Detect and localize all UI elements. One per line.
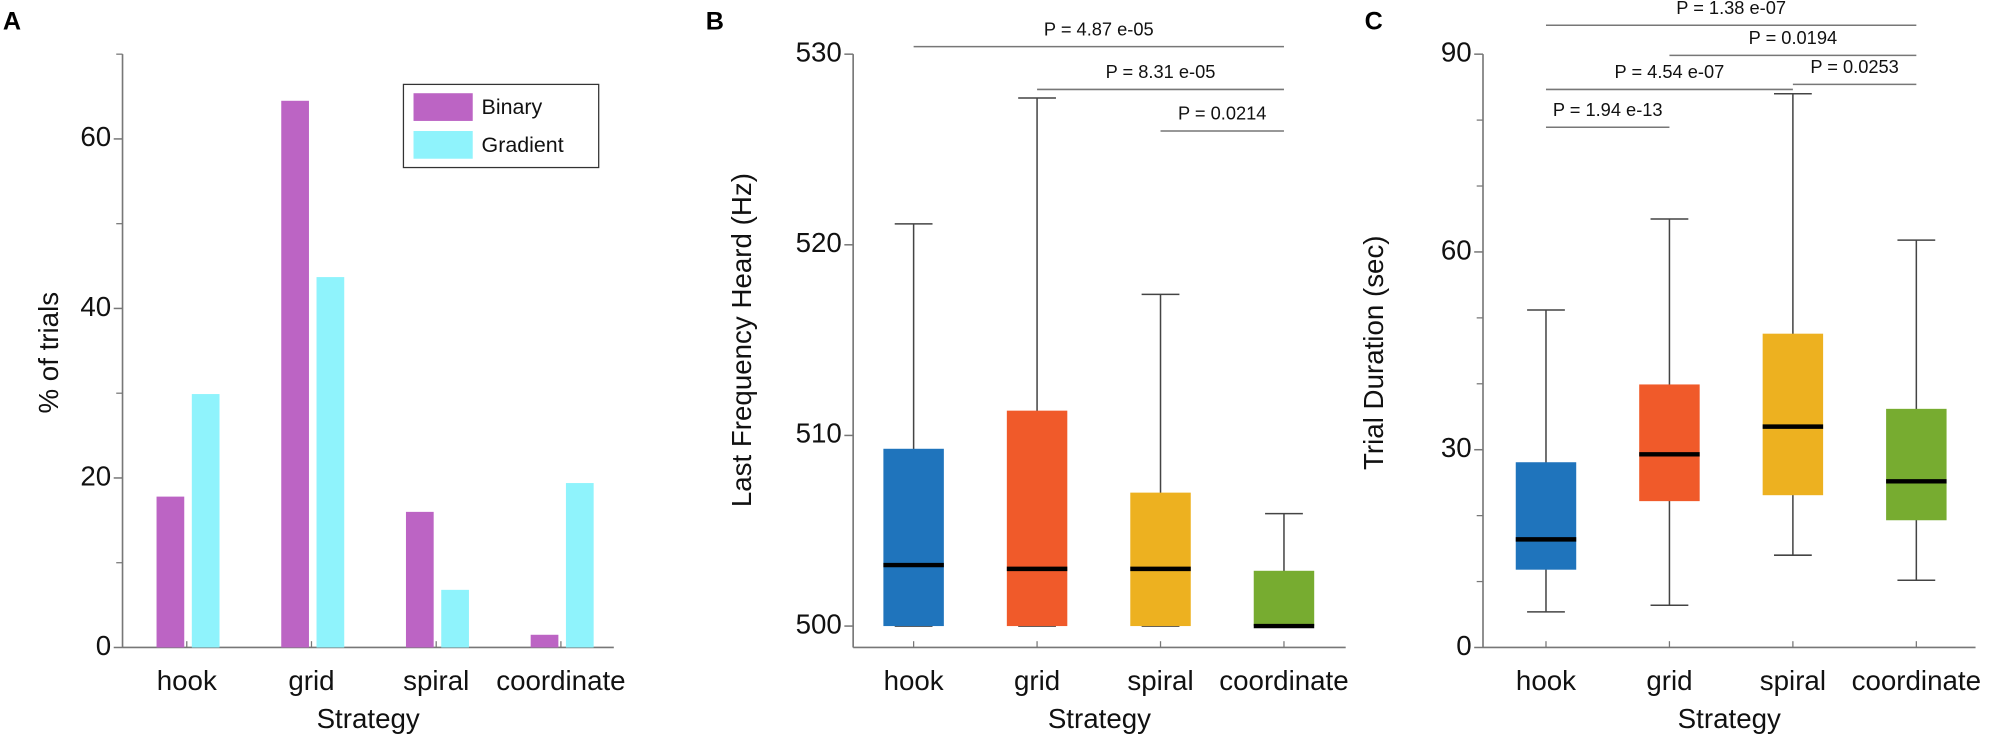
- box-iqr: [883, 448, 944, 627]
- x-axis-label: Strategy: [1048, 703, 1151, 734]
- significance-bracket: P = 0.0214: [1160, 103, 1284, 132]
- p-value-label: P = 0.0253: [1810, 56, 1898, 77]
- y-tick-label: 530: [796, 36, 842, 67]
- legend-label: Binary: [482, 95, 543, 119]
- panel-c: C 0 30 60 90 hook grid spiral coordinate Strategy…: [1358, 0, 1981, 734]
- x-tick-label: coordinate: [496, 665, 625, 696]
- y-tick-label: 0: [96, 630, 111, 661]
- bar-binary-coordinate: [530, 634, 559, 648]
- bar-binary-spiral: [405, 511, 434, 648]
- x-tick-label: spiral: [1127, 665, 1193, 696]
- panel-b: B 500 510 520 530 hook grid spiral coordinate Str…: [706, 7, 1349, 734]
- x-axis-label: Strategy: [1678, 703, 1781, 734]
- x-axis-label: Strategy: [317, 703, 420, 734]
- significance-bracket: P = 1.94 e-13: [1545, 99, 1670, 128]
- p-value-label: P = 0.0194: [1749, 27, 1837, 48]
- y-tick-label: 20: [80, 460, 111, 491]
- x-tick-label: spiral: [1760, 665, 1826, 696]
- x-tick-label: coordinate: [1219, 665, 1348, 696]
- x-tick-label: spiral: [403, 665, 469, 696]
- bar-gradient-hook: [191, 394, 220, 648]
- y-axis-label: Trial Duration (sec): [1358, 235, 1389, 470]
- y-tick-label: 40: [80, 291, 111, 322]
- box-spiral: [1130, 293, 1191, 627]
- panel-letter: A: [3, 7, 21, 35]
- y-axis-label: Last Frequency Heard (Hz): [726, 173, 757, 507]
- x-tick-label: grid: [1014, 665, 1060, 696]
- p-value-label: P = 1.38 e-07: [1676, 0, 1786, 18]
- significance-bracket: P = 4.54 e-07: [1545, 61, 1793, 91]
- panel-a: A 0 20 40 60 hook grid spiral coordinate Strategy…: [3, 7, 626, 734]
- legend-swatch-binary: [413, 93, 473, 121]
- box-hook: [1515, 309, 1577, 613]
- bar-gradient-spiral: [441, 589, 469, 648]
- x-tick-label: hook: [1516, 665, 1576, 696]
- x-tick-label: coordinate: [1852, 665, 1981, 696]
- y-tick-label: 30: [1441, 432, 1472, 463]
- bar-gradient-coordinate: [565, 483, 594, 648]
- y-tick-label: 520: [796, 227, 842, 258]
- bar-binary-grid: [281, 100, 309, 648]
- legend: Binary Gradient: [402, 83, 600, 169]
- y-tick-label: 0: [1456, 630, 1471, 661]
- box-iqr: [1762, 333, 1824, 496]
- significance-bracket: P = 0.0253: [1792, 56, 1917, 86]
- y-tick-label: 90: [1441, 36, 1472, 67]
- panel-letter: B: [706, 7, 724, 35]
- panel-letter: C: [1365, 7, 1383, 35]
- box-iqr: [1886, 408, 1947, 521]
- box-iqr: [1639, 384, 1700, 502]
- box-grid: [1006, 97, 1068, 627]
- significance-bracket: P = 1.38 e-07: [1545, 0, 1917, 26]
- box-grid: [1639, 218, 1700, 607]
- significance-bracket: P = 0.0194: [1669, 27, 1917, 57]
- x-tick-label: grid: [1646, 665, 1692, 696]
- p-value-label: P = 0.0214: [1178, 103, 1266, 124]
- box-coordinate: [1886, 239, 1947, 581]
- y-axis-label: % of trials: [33, 292, 64, 414]
- p-value-label: P = 1.94 e-13: [1553, 99, 1663, 120]
- box-hook: [883, 223, 944, 627]
- box-coordinate: [1253, 512, 1315, 629]
- bar-binary-hook: [156, 496, 185, 648]
- y-tick-label: 500: [796, 608, 842, 639]
- significance-bracket: P = 4.87 e-05: [913, 18, 1284, 48]
- x-tick-label: hook: [884, 665, 944, 696]
- x-tick-label: hook: [157, 665, 217, 696]
- bar-gradient-grid: [316, 277, 345, 648]
- box-iqr: [1515, 462, 1577, 570]
- legend-swatch-gradient: [413, 131, 473, 159]
- p-value-label: P = 8.31 e-05: [1106, 61, 1216, 82]
- legend-label: Gradient: [482, 133, 564, 157]
- x-tick-label: grid: [288, 665, 334, 696]
- p-value-label: P = 4.87 e-05: [1044, 18, 1154, 39]
- box-spiral: [1762, 92, 1824, 556]
- box-iqr: [1006, 410, 1068, 627]
- box-iqr: [1130, 492, 1191, 627]
- significance-bracket: P = 8.31 e-05: [1037, 61, 1284, 91]
- y-tick-label: 60: [80, 121, 111, 152]
- y-tick-label: 60: [1441, 234, 1472, 265]
- box-iqr: [1253, 570, 1315, 627]
- p-value-label: P = 4.54 e-07: [1615, 61, 1725, 82]
- y-tick-label: 510: [796, 418, 842, 449]
